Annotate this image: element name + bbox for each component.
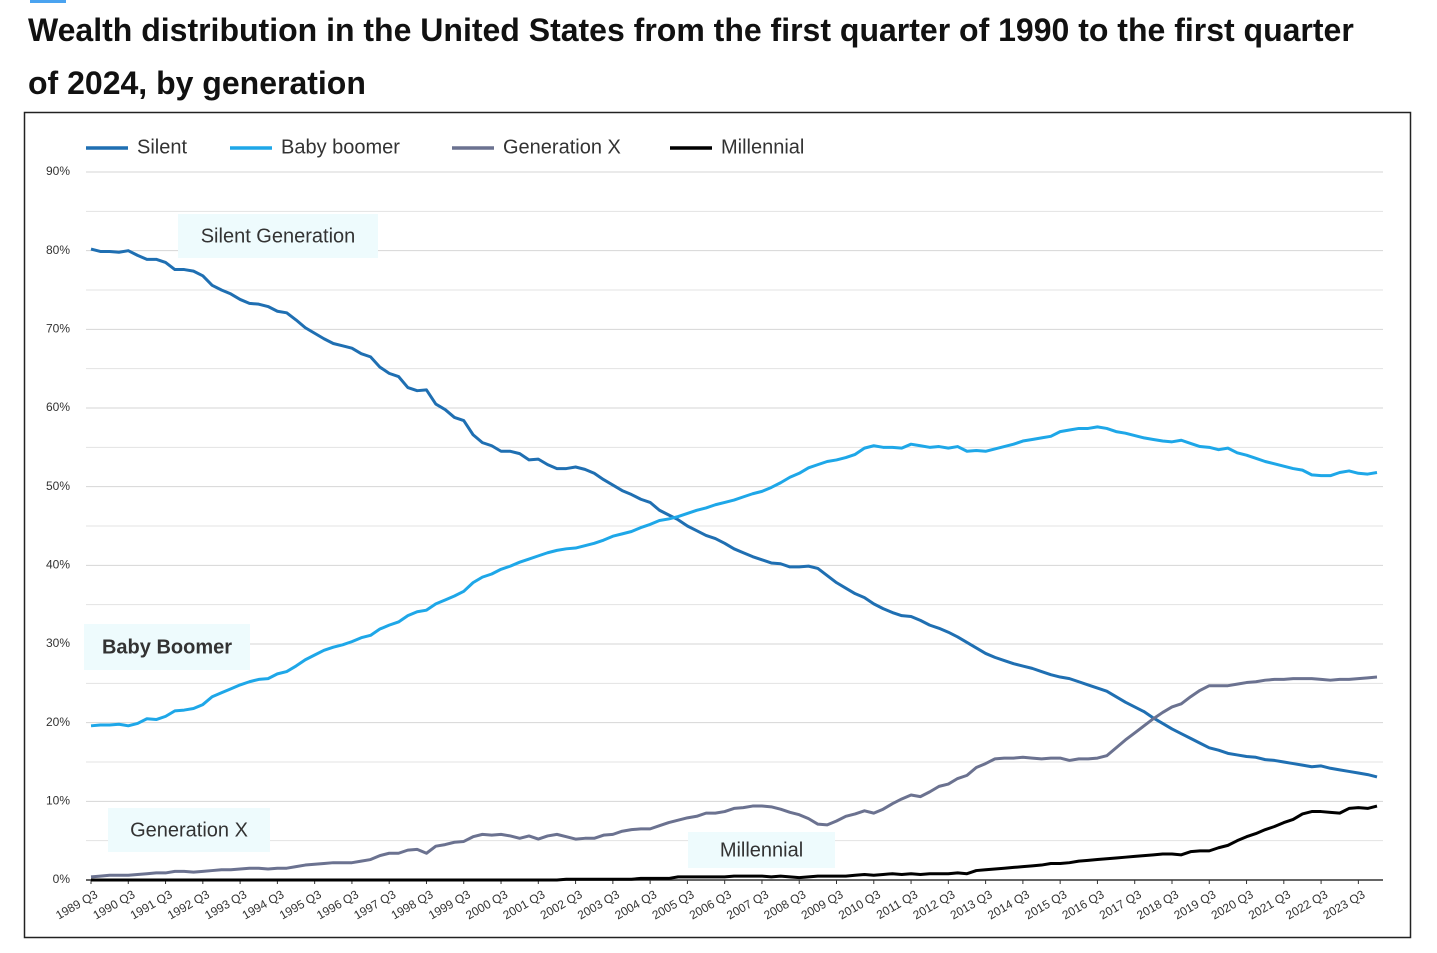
annotation: Silent Generation bbox=[201, 225, 356, 247]
y-tick-label: 80% bbox=[46, 243, 70, 257]
x-tick-label: 2017 Q3 bbox=[1097, 887, 1144, 922]
legend-label: Millennial bbox=[721, 136, 804, 158]
y-tick-label: 50% bbox=[46, 479, 70, 493]
series-line bbox=[91, 804, 1378, 882]
y-tick-label: 90% bbox=[46, 164, 70, 178]
y-tick-label: 70% bbox=[46, 322, 70, 336]
x-tick-label: 2023 Q3 bbox=[1321, 887, 1368, 922]
y-tick-label: 40% bbox=[46, 558, 70, 572]
annotation-box bbox=[178, 214, 378, 258]
annotation: Generation X bbox=[130, 819, 248, 841]
y-tick-label: 60% bbox=[46, 400, 70, 414]
x-tick-label: 2001 Q3 bbox=[501, 887, 548, 922]
chart-frame bbox=[23, 111, 1412, 939]
series-line bbox=[90, 425, 1378, 728]
annotation-box bbox=[688, 832, 835, 868]
chart-title: Wealth distribution in the United States… bbox=[28, 12, 1354, 101]
annotation: Millennial bbox=[720, 839, 803, 861]
annotation: Baby Boomer bbox=[102, 636, 232, 658]
y-tick-label: 0% bbox=[53, 872, 71, 886]
annotation-box bbox=[84, 624, 250, 670]
annotation-box bbox=[108, 808, 270, 852]
x-tick-label: 2009 Q3 bbox=[799, 887, 846, 922]
y-tick-label: 20% bbox=[46, 715, 70, 729]
legend-label: Silent bbox=[137, 136, 187, 158]
legend-label: Generation X bbox=[503, 136, 621, 158]
y-tick-label: 30% bbox=[46, 636, 70, 650]
series-line bbox=[90, 675, 1378, 879]
x-tick-label: 2010 Q3 bbox=[836, 887, 883, 922]
legend-label: Baby boomer bbox=[281, 136, 400, 158]
y-tick-label: 10% bbox=[46, 794, 70, 808]
tab-marker bbox=[30, 0, 66, 3]
series-line bbox=[90, 247, 1378, 779]
